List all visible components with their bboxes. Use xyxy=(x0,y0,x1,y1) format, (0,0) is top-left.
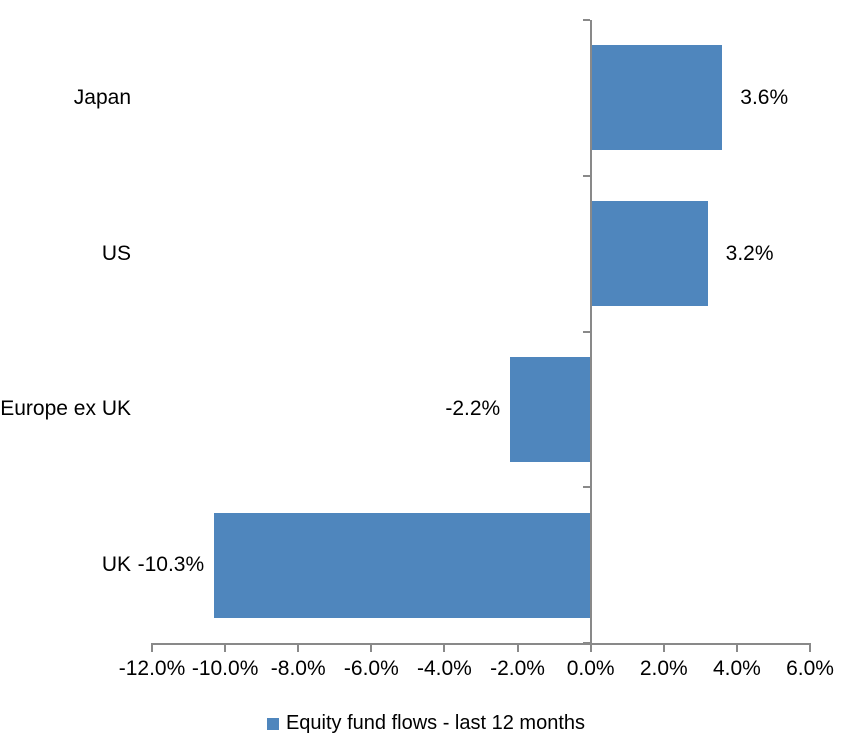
x-axis-line xyxy=(151,643,811,645)
x-axis-tick-label: -10.0% xyxy=(191,657,259,680)
x-axis-tick xyxy=(735,645,738,652)
legend-square-icon xyxy=(266,718,279,730)
x-axis-tick-label: 6.0% xyxy=(786,657,834,680)
data-label: 3.2% xyxy=(725,241,774,265)
x-axis-tick xyxy=(443,645,446,652)
y-axis-tick xyxy=(582,174,590,177)
x-axis-tick-label: 4.0% xyxy=(712,657,761,680)
x-axis-tick xyxy=(370,645,373,652)
x-axis-tick-label: -6.0% xyxy=(343,657,399,680)
x-axis-tick xyxy=(809,645,811,652)
bar xyxy=(214,512,591,618)
data-label: 3.6% xyxy=(740,85,789,109)
bar xyxy=(510,356,591,462)
x-axis-tick xyxy=(516,645,519,652)
x-axis-tick xyxy=(297,645,300,652)
x-axis-tick-label: -12.0% xyxy=(118,657,186,680)
category-label: Europe ex UK xyxy=(0,397,131,421)
bar xyxy=(590,201,708,307)
legend-label: Equity fund flows - last 12 months xyxy=(285,711,586,734)
x-axis-tick xyxy=(151,645,153,652)
y-axis-tick xyxy=(582,486,590,489)
x-axis-tick-label: 2.0% xyxy=(639,657,688,680)
data-label: -10.3% xyxy=(137,553,205,577)
y-axis-tick xyxy=(582,19,590,21)
x-axis-tick xyxy=(589,645,592,652)
x-axis-tick-label: -8.0% xyxy=(270,657,326,680)
x-axis-tick xyxy=(662,645,665,652)
y-axis-tick xyxy=(582,330,590,333)
category-label: Japan xyxy=(73,85,131,109)
data-label: -2.2% xyxy=(445,397,501,421)
x-axis-tick-label: -4.0% xyxy=(417,657,472,680)
x-axis-tick-label: 0.0% xyxy=(566,657,615,680)
bar xyxy=(590,45,723,151)
y-axis-line xyxy=(589,20,592,643)
legend: Equity fund flows - last 12 months xyxy=(0,707,852,739)
x-axis-tick-label: -2.0% xyxy=(490,657,545,680)
x-axis-tick xyxy=(224,645,227,652)
category-label: UK xyxy=(101,553,131,577)
category-label: US xyxy=(101,241,131,265)
